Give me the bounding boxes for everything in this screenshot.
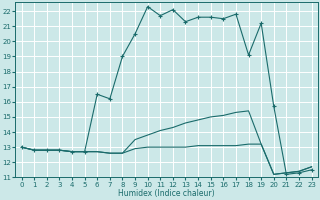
X-axis label: Humidex (Indice chaleur): Humidex (Indice chaleur) <box>118 189 215 198</box>
